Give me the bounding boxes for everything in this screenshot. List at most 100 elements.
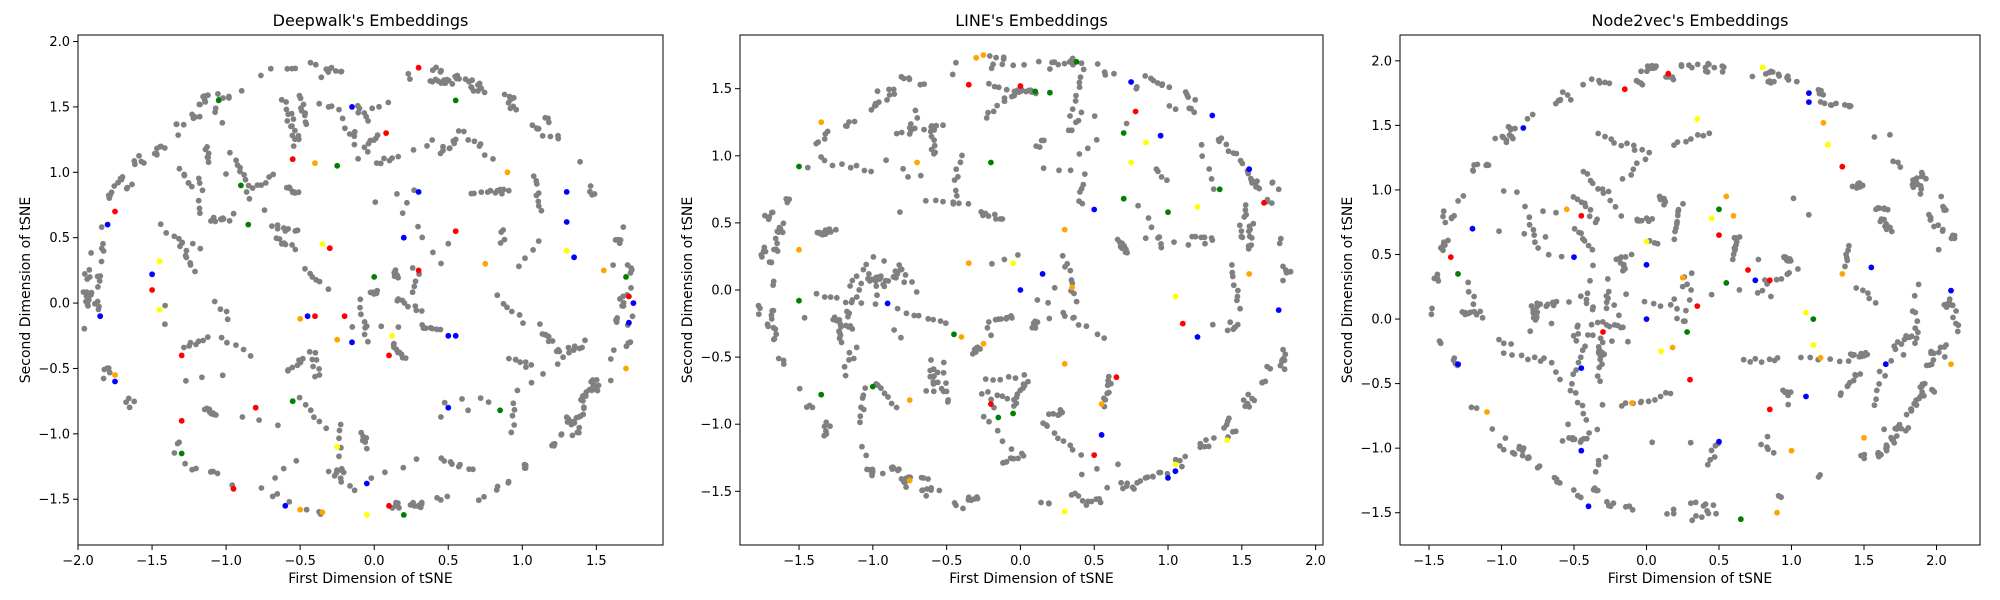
scatter-point bbox=[1931, 223, 1937, 230]
scatter-point bbox=[1148, 224, 1155, 231]
y-axis-label: Second Dimension of tSNE bbox=[18, 197, 34, 383]
scatter-point bbox=[580, 398, 586, 404]
scatter-point bbox=[274, 222, 281, 229]
scatter-point bbox=[1686, 62, 1692, 69]
colored-point-green bbox=[1032, 88, 1039, 95]
scatter-point bbox=[1786, 269, 1792, 276]
scatter-point bbox=[389, 155, 395, 162]
scatter-point bbox=[355, 155, 361, 162]
colored-point-red bbox=[383, 130, 389, 137]
scatter-point bbox=[289, 132, 296, 139]
scatter-point bbox=[269, 493, 276, 500]
scatter-point bbox=[230, 210, 237, 217]
scatter-point bbox=[930, 378, 937, 385]
scatter-point bbox=[537, 321, 543, 327]
scatter-point bbox=[1164, 177, 1170, 184]
scatter-point bbox=[849, 297, 856, 303]
scatter-point bbox=[325, 468, 332, 475]
scatter-point bbox=[512, 356, 519, 363]
scatter-point bbox=[445, 240, 452, 247]
scatter-point bbox=[1527, 328, 1534, 335]
scatter-point bbox=[180, 121, 187, 128]
scatter-point bbox=[98, 258, 105, 265]
scatter-point bbox=[204, 334, 211, 340]
scatter-point bbox=[1059, 252, 1066, 259]
scatter-point bbox=[1595, 457, 1602, 464]
scatter-point bbox=[930, 316, 937, 323]
scatter-point bbox=[336, 435, 342, 442]
scatter-point bbox=[847, 283, 853, 289]
scatter-point bbox=[1526, 214, 1533, 221]
scatter-point bbox=[162, 321, 168, 328]
scatter-point bbox=[1069, 446, 1076, 453]
scatter-point bbox=[1909, 181, 1916, 188]
scatter-point bbox=[1585, 332, 1591, 338]
scatter-point bbox=[1465, 288, 1472, 295]
scatter-point bbox=[1649, 216, 1656, 222]
scatter-point bbox=[1817, 99, 1824, 105]
scatter-point bbox=[508, 308, 515, 315]
scatter-point bbox=[535, 190, 542, 197]
scatter-point bbox=[510, 94, 517, 101]
scatter-point bbox=[299, 355, 306, 362]
colored-point-orange bbox=[1788, 447, 1795, 454]
scatter-point bbox=[1729, 256, 1736, 263]
scatter-point bbox=[226, 95, 232, 101]
scatter-point bbox=[612, 237, 619, 243]
scatter-point bbox=[1611, 322, 1618, 328]
scatter-point bbox=[858, 404, 864, 411]
scatter-point bbox=[1179, 463, 1185, 470]
scatter-point bbox=[565, 344, 572, 351]
colored-point-orange bbox=[1484, 409, 1490, 415]
colored-point-red bbox=[1766, 406, 1773, 413]
scatter-point bbox=[1912, 340, 1918, 347]
scatter-point bbox=[1711, 454, 1718, 460]
scatter-point bbox=[576, 429, 582, 436]
colored-point-orange bbox=[319, 509, 326, 516]
scatter-point bbox=[1545, 251, 1552, 258]
scatter-point bbox=[1683, 307, 1689, 314]
scatter-point bbox=[1240, 397, 1247, 403]
scatter-point bbox=[246, 195, 253, 202]
scatter-point bbox=[1064, 260, 1071, 267]
scatter-point bbox=[283, 106, 290, 113]
scatter-point bbox=[593, 386, 599, 393]
scatter-point bbox=[323, 66, 330, 73]
scatter-point bbox=[293, 457, 300, 464]
scatter-point bbox=[1918, 186, 1925, 193]
scatter-point bbox=[199, 374, 205, 381]
scatter-point bbox=[535, 198, 542, 205]
scatter-point bbox=[1530, 307, 1537, 313]
scatter-point bbox=[839, 161, 845, 168]
scatter-point bbox=[870, 254, 877, 260]
colored-point-red bbox=[112, 208, 118, 215]
scatter-point bbox=[97, 273, 104, 279]
scatter-point bbox=[1551, 474, 1558, 481]
scatter-point bbox=[845, 313, 851, 320]
scatter-point bbox=[1283, 269, 1290, 276]
scatter-point bbox=[1630, 166, 1637, 173]
scatter-point bbox=[447, 459, 454, 465]
scatter-point bbox=[1604, 276, 1611, 282]
scatter-point bbox=[1758, 359, 1765, 365]
scatter-point bbox=[1951, 235, 1958, 242]
colored-point-orange bbox=[1669, 344, 1676, 351]
scatter-point bbox=[1211, 435, 1217, 441]
scatter-point bbox=[547, 133, 554, 140]
scatter-point bbox=[1060, 438, 1067, 444]
y-tick-label: −1.0 bbox=[38, 427, 70, 442]
scatter-point bbox=[1076, 79, 1083, 86]
scatter-point bbox=[853, 344, 860, 351]
scatter-point bbox=[516, 263, 522, 270]
scatter-point bbox=[1657, 303, 1664, 309]
scatter-point bbox=[325, 104, 332, 110]
colored-point-orange bbox=[796, 246, 802, 253]
scatter-point bbox=[280, 465, 287, 472]
scatter-point bbox=[1693, 513, 1699, 519]
scatter-point bbox=[415, 223, 421, 230]
scatter-point bbox=[310, 363, 316, 370]
scatter-point bbox=[1679, 283, 1686, 290]
colored-point-red bbox=[386, 352, 392, 359]
scatter-point bbox=[129, 181, 135, 188]
colored-point-red bbox=[341, 313, 348, 320]
